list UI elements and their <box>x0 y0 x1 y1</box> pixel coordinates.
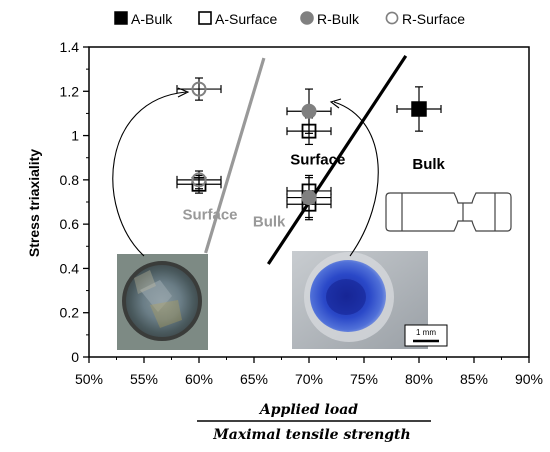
photo-left-facet <box>134 270 156 294</box>
legend-item-a-bulk: A-Bulk <box>114 11 173 27</box>
legend-item-a-surface: A-Surface <box>198 11 277 27</box>
x-tick-label: 80% <box>405 371 433 387</box>
legend-item-r-bulk: R-Bulk <box>300 11 360 27</box>
x-tick-label: 90% <box>515 371 543 387</box>
x-axis-label-denominator: Maximal tensile strength <box>212 427 410 443</box>
photo-left-facet <box>140 280 172 312</box>
x-tick-label: 65% <box>240 371 268 387</box>
photo-left-facet <box>150 300 182 328</box>
fracture-surface-photo-right: 1 mm <box>292 251 448 349</box>
y-tick-label: 0.8 <box>60 172 80 188</box>
legend: A-Bulk A-Surface R-Bulk R-Surface <box>114 11 465 27</box>
boundary-line <box>266 54 408 265</box>
marker-open-circle <box>191 172 207 188</box>
legend-marker-filled-square <box>114 11 128 25</box>
x-tick-label: 50% <box>75 371 103 387</box>
marker-open-circle <box>191 81 207 97</box>
y-tick-label: 0 <box>71 349 79 365</box>
legend-label: A-Bulk <box>131 11 173 27</box>
photo-right-fracture-center <box>326 279 366 315</box>
legend-item-r-surface: R-Surface <box>385 11 465 27</box>
tick-marks <box>83 46 530 363</box>
x-tick-label: 60% <box>185 371 213 387</box>
specimen-sketch <box>385 192 512 232</box>
boundary-line <box>204 57 266 254</box>
x-tick-label: 55% <box>130 371 158 387</box>
y-tick-label: 0.6 <box>60 216 80 232</box>
fracture-surface-photo-left <box>117 254 208 350</box>
y-tick-label: 0.4 <box>60 260 80 276</box>
specimen-outline <box>385 192 512 232</box>
y-tick-label: 0.2 <box>60 305 80 321</box>
region-label: Bulk <box>253 213 286 230</box>
region-label: Bulk <box>412 156 445 173</box>
data-point <box>176 77 222 101</box>
y-tick-label: 1.2 <box>60 83 80 99</box>
x-tick-label: 85% <box>460 371 488 387</box>
marker-filled-circle <box>301 103 317 119</box>
arrowhead <box>329 98 342 109</box>
y-axis-label: Stress triaxiality <box>26 149 42 257</box>
legend-marker-filled-circle <box>300 11 314 25</box>
data-points <box>176 77 442 221</box>
scale-bar-label: 1 mm <box>416 328 436 337</box>
tick-labels: 50% 55% 60% 65% 70% 75% 80% 85% 90% 0 0.2 0.4 0.6 0.8… <box>60 39 543 387</box>
x-tick-label: 75% <box>350 371 378 387</box>
data-point <box>286 88 332 134</box>
curved-arrow-right <box>333 101 379 257</box>
data-point <box>176 170 222 190</box>
region-label: Surface <box>290 151 345 168</box>
y-tick-label: 1.4 <box>60 39 80 55</box>
marker-filled-square <box>411 101 427 117</box>
legend-label: A-Surface <box>215 11 277 27</box>
data-point <box>286 174 332 221</box>
curved-arrows <box>112 87 379 257</box>
legend-label: R-Surface <box>402 11 465 27</box>
x-axis-label-numerator: Applied load <box>258 402 358 418</box>
marker-filled-circle <box>301 190 317 206</box>
legend-label: R-Bulk <box>317 11 360 27</box>
boundary-lines <box>204 54 408 265</box>
curved-arrow-left <box>112 91 187 257</box>
x-tick-label: 70% <box>295 371 323 387</box>
y-tick-label: 1 <box>71 128 79 144</box>
data-point <box>396 86 442 132</box>
legend-marker-open-square <box>198 11 212 25</box>
region-label: Surface <box>183 207 238 224</box>
scale-bar: 1 mm <box>404 324 448 347</box>
legend-marker-open-circle <box>385 11 399 25</box>
annotations: Surface Bulk Surface Bulk <box>183 151 446 230</box>
